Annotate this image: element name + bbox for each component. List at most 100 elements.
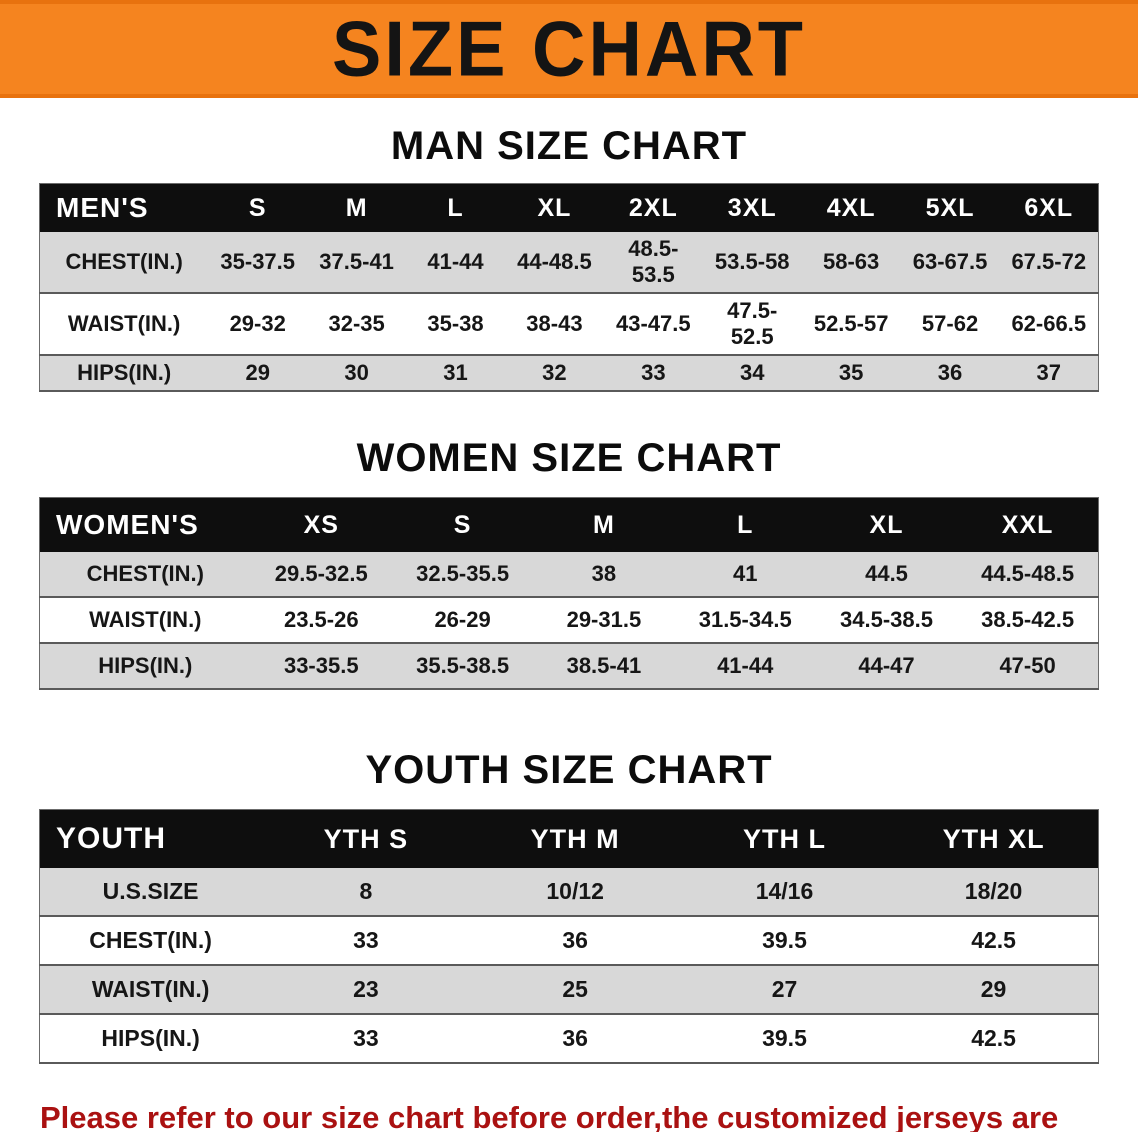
column-header: YTH S xyxy=(261,809,471,868)
column-header: L xyxy=(406,183,505,232)
data-cell: 57-62 xyxy=(900,293,1000,356)
women-size-chart-title: WOMEN SIZE CHART xyxy=(356,436,782,480)
column-header: 3XL xyxy=(702,183,802,232)
size-chart-banner: SIZE CHART xyxy=(0,0,1138,98)
data-cell: 38.5-42.5 xyxy=(957,597,1099,644)
data-cell: 27 xyxy=(679,965,890,1015)
women-size-table: WOMEN'S XS S M L XL XXL CHEST(IN.) 29.5-32.5 32.5… xyxy=(39,497,1099,690)
data-cell: 52.5-57 xyxy=(801,293,901,356)
data-cell: 43-47.5 xyxy=(603,293,703,356)
table-row: HIPS(IN.) 29 30 31 32 33 34 35 36 37 xyxy=(39,355,1099,392)
data-cell: 38.5-41 xyxy=(533,643,675,690)
data-cell: 14/16 xyxy=(679,868,890,917)
row-label: CHEST(IN.) xyxy=(39,916,262,966)
data-cell: 29-31.5 xyxy=(533,597,675,644)
column-header: YTH XL xyxy=(889,809,1099,868)
data-cell: 38 xyxy=(533,552,675,598)
data-cell: 33-35.5 xyxy=(250,643,392,690)
column-header: XL xyxy=(815,497,958,552)
data-cell: 32.5-35.5 xyxy=(391,552,534,598)
data-cell: 32-35 xyxy=(307,293,407,356)
column-header: 5XL xyxy=(900,183,1000,232)
table-corner-label: MEN'S xyxy=(39,183,209,232)
data-cell: 36 xyxy=(470,1014,680,1064)
table-row: WAIST(IN.) 23 25 27 29 xyxy=(39,965,1099,1015)
column-header: S xyxy=(391,497,534,552)
data-cell: 29 xyxy=(208,355,308,392)
data-cell: 53.5-58 xyxy=(702,232,802,294)
column-header: YTH L xyxy=(679,809,890,868)
data-cell: 35.5-38.5 xyxy=(391,643,534,690)
data-cell: 31.5-34.5 xyxy=(674,597,816,644)
data-cell: 67.5-72 xyxy=(999,232,1099,294)
row-label: WAIST(IN.) xyxy=(39,597,251,644)
data-cell: 37.5-41 xyxy=(307,232,407,294)
table-row: CHEST(IN.) 33 36 39.5 42.5 xyxy=(39,916,1099,966)
column-header: YTH M xyxy=(470,809,680,868)
data-cell: 34.5-38.5 xyxy=(815,597,958,644)
column-header: XS xyxy=(250,497,392,552)
data-cell: 32 xyxy=(504,355,604,392)
data-cell: 47.5-52.5 xyxy=(702,293,802,356)
data-cell: 58-63 xyxy=(801,232,901,294)
column-header: 6XL xyxy=(999,183,1099,232)
column-header: M xyxy=(307,183,407,232)
table-row: CHEST(IN.) 35-37.5 37.5-41 41-44 44-48.5 48.5… xyxy=(39,232,1099,294)
row-label: HIPS(IN.) xyxy=(39,643,251,690)
data-cell: 42.5 xyxy=(889,1014,1099,1064)
data-cell: 29 xyxy=(889,965,1099,1015)
disclaimer-text: Please refer to our size chart before or… xyxy=(40,1094,1118,1132)
data-cell: 41-44 xyxy=(406,232,505,294)
data-cell: 29.5-32.5 xyxy=(250,552,392,598)
data-cell: 33 xyxy=(261,1014,471,1064)
data-cell: 18/20 xyxy=(889,868,1099,917)
data-cell: 23.5-26 xyxy=(250,597,392,644)
table-row: WAIST(IN.) 23.5-26 26-29 29-31.5 31.5-34.5 34… xyxy=(39,597,1099,644)
data-cell: 39.5 xyxy=(679,916,890,966)
column-header: 4XL xyxy=(801,183,901,232)
data-cell: 25 xyxy=(470,965,680,1015)
disclaimer-line-1: Please refer to our size chart before or… xyxy=(40,1100,1059,1132)
data-cell: 47-50 xyxy=(957,643,1099,690)
youth-size-chart-title: YOUTH SIZE CHART xyxy=(365,748,773,792)
data-cell: 31 xyxy=(406,355,505,392)
data-cell: 44-48.5 xyxy=(504,232,604,294)
data-cell: 10/12 xyxy=(470,868,680,917)
page-title: SIZE CHART xyxy=(332,4,806,93)
data-cell: 33 xyxy=(603,355,703,392)
table-row: WAIST(IN.) 29-32 32-35 35-38 38-43 43-47.5 47.… xyxy=(39,293,1099,356)
table-row: CHEST(IN.) 29.5-32.5 32.5-35.5 38 41 44.5 44.5… xyxy=(39,552,1099,598)
data-cell: 34 xyxy=(702,355,802,392)
row-label: WAIST(IN.) xyxy=(39,965,262,1015)
data-cell: 44.5 xyxy=(815,552,958,598)
data-cell: 38-43 xyxy=(504,293,604,356)
youth-size-table: YOUTH YTH S YTH M YTH L YTH XL U.S.SIZE 8 10/12… xyxy=(39,809,1099,1064)
data-cell: 35-38 xyxy=(406,293,505,356)
table-row: HIPS(IN.) 33 36 39.5 42.5 xyxy=(39,1014,1099,1064)
row-label: CHEST(IN.) xyxy=(39,232,209,294)
data-cell: 35-37.5 xyxy=(208,232,308,294)
data-cell: 30 xyxy=(307,355,407,392)
men-size-chart-title: MAN SIZE CHART xyxy=(390,124,748,168)
data-cell: 36 xyxy=(900,355,1000,392)
youth-size-table: YOUTH YTH S YTH M YTH L YTH XL U.S.SIZE 8 10/12… xyxy=(39,809,1099,1064)
data-cell: 63-67.5 xyxy=(900,232,1000,294)
table-header-row: MEN'S S M L XL 2XL 3XL 4XL 5XL 6XL xyxy=(39,183,1099,232)
row-label: HIPS(IN.) xyxy=(39,355,209,392)
table-corner-label: WOMEN'S xyxy=(39,497,251,552)
column-header: XL xyxy=(504,183,604,232)
column-header: 2XL xyxy=(603,183,703,232)
table-row: U.S.SIZE 8 10/12 14/16 18/20 xyxy=(39,868,1099,917)
table-corner-label: YOUTH xyxy=(39,809,262,868)
data-cell: 41-44 xyxy=(674,643,816,690)
women-size-table: WOMEN'S XS S M L XL XXL CHEST(IN.) 29.5-32.5 32.5… xyxy=(39,497,1099,690)
row-label: WAIST(IN.) xyxy=(39,293,209,356)
data-cell: 33 xyxy=(261,916,471,966)
table-header-row: YOUTH YTH S YTH M YTH L YTH XL xyxy=(39,809,1099,868)
row-label: U.S.SIZE xyxy=(39,868,262,917)
data-cell: 48.5-53.5 xyxy=(603,232,703,294)
column-header: S xyxy=(208,183,308,232)
data-cell: 44.5-48.5 xyxy=(957,552,1099,598)
row-label: CHEST(IN.) xyxy=(39,552,251,598)
table-header-row: WOMEN'S XS S M L XL XXL xyxy=(39,497,1099,552)
